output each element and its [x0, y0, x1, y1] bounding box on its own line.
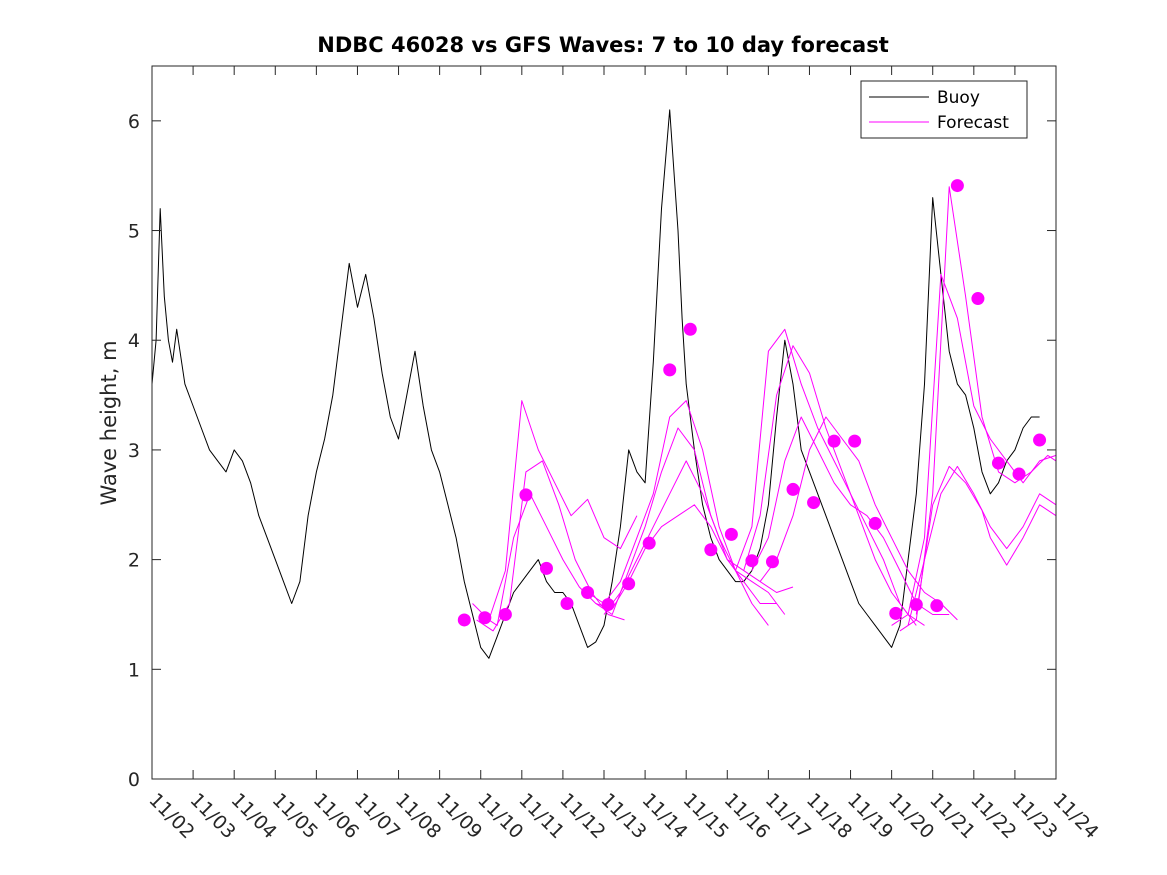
x-tick-label: 11/23 [1007, 789, 1061, 843]
buoy-line [151, 109, 1040, 659]
x-tick-label: 11/14 [638, 789, 692, 843]
plot-background [152, 66, 1056, 779]
x-tick-label: 11/03 [186, 789, 240, 843]
forecast-point [807, 496, 821, 510]
legend-box [860, 80, 1028, 139]
forecast-point [889, 606, 903, 620]
x-tick-label: 11/19 [843, 789, 897, 843]
x-tick-label: 11/10 [473, 789, 527, 843]
y-axis: 0 1 2 3 4 5 6 [128, 111, 1056, 791]
x-tick-label: 11/18 [802, 789, 856, 843]
chart-title: NDBC 46028 vs GFS Waves: 7 to 10 day for… [317, 33, 888, 57]
forecast-point [971, 292, 985, 306]
x-tick-label: 11/04 [227, 789, 281, 843]
y-tick-label: 1 [128, 659, 140, 681]
x-tick-label: 11/16 [720, 789, 774, 843]
forecast-point [581, 586, 595, 600]
x-tick-label: 11/15 [679, 789, 733, 843]
x-tick-label: 11/05 [268, 789, 322, 843]
forecast-point [786, 482, 800, 496]
buoy-series [151, 109, 1040, 659]
forecast-line [472, 400, 638, 621]
forecast-point [724, 527, 738, 541]
legend-buoy-label: Buoy [937, 88, 980, 108]
forecast-point [950, 179, 964, 193]
forecast-point [478, 611, 492, 625]
legend-forecast-label: Forecast [937, 113, 1009, 133]
forecast-point [457, 613, 471, 627]
x-tick-label: 11/09 [432, 789, 486, 843]
forecast-point [601, 598, 615, 612]
forecast-point [560, 596, 574, 610]
forecast-point [930, 599, 944, 613]
legend: Buoy Forecast [860, 80, 1028, 139]
y-tick-label: 6 [128, 111, 140, 133]
x-tick-label: 11/07 [350, 789, 404, 843]
x-tick-label: 11/13 [596, 789, 650, 843]
y-tick-label: 5 [128, 221, 140, 243]
x-tick-label: 11/08 [391, 789, 445, 843]
forecast-point [1012, 467, 1026, 481]
forecast-point [622, 577, 636, 591]
forecast-line [759, 416, 958, 621]
x-tick-label: 11/22 [966, 789, 1020, 843]
forecast-point [498, 607, 512, 621]
x-tick-label: 11/02 [144, 789, 198, 843]
forecast-point [1033, 433, 1047, 447]
forecast-line [603, 460, 786, 615]
forecast-point [991, 456, 1005, 470]
x-tick-label: 11/11 [514, 789, 568, 843]
forecast-line [611, 504, 794, 610]
forecast-point [642, 536, 656, 550]
forecast-point [868, 516, 882, 530]
plot-area [151, 65, 1057, 780]
forecast-line [915, 465, 1057, 615]
x-tick-label: 11/12 [555, 789, 609, 843]
x-tick-label: 11/21 [925, 789, 979, 843]
y-tick-label: 2 [128, 550, 140, 572]
y-tick-label: 3 [128, 440, 140, 462]
x-tick-label: 11/20 [884, 789, 938, 843]
forecast-point [848, 434, 862, 448]
forecast-line [899, 186, 1057, 632]
forecast-point [745, 554, 759, 568]
x-tick-label: 11/17 [761, 789, 815, 843]
forecast-line [587, 400, 769, 626]
forecast-point [909, 598, 923, 612]
forecast-line [735, 328, 917, 626]
forecast-point [539, 561, 553, 575]
y-tick-label: 0 [128, 769, 140, 791]
forecast-points-group [457, 179, 1047, 627]
forecast-point [827, 434, 841, 448]
forecast-point [765, 555, 779, 569]
forecast-point [704, 543, 718, 557]
forecast-line [891, 273, 1057, 626]
y-tick-label: 4 [128, 330, 140, 352]
x-tick-label: 11/24 [1048, 789, 1102, 843]
forecast-point [683, 322, 697, 336]
y-axis-label: Wave height, m [97, 340, 121, 505]
forecast-point [663, 363, 677, 377]
forecast-line [743, 345, 925, 626]
forecast-point [519, 488, 533, 502]
x-tick-label: 11/06 [309, 789, 363, 843]
